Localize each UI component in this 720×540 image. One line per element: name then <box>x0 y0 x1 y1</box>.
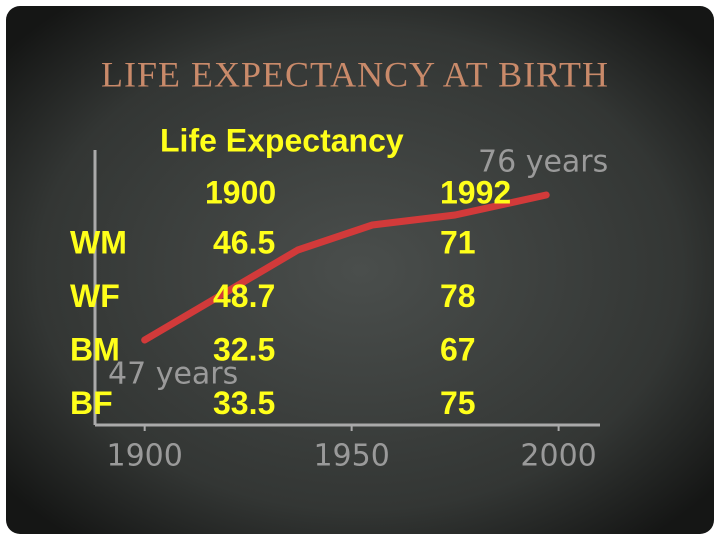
table-cell: 71 <box>440 224 476 260</box>
row-label: BM <box>70 331 120 367</box>
annotation: 76 years <box>478 145 608 180</box>
chart-title: LIFE EXPECTANCY AT BIRTH <box>101 54 609 94</box>
data-line <box>141 191 550 344</box>
row-label: BF <box>70 385 113 421</box>
screen <box>6 6 714 534</box>
annotation: 47 years <box>108 357 238 392</box>
x-tick-label: 1900 <box>106 439 182 474</box>
table-cell: 78 <box>440 278 476 314</box>
row-label: WF <box>70 278 120 314</box>
table-cell: 32.5 <box>213 331 275 367</box>
table-cell: 46.5 <box>213 224 275 260</box>
x-tick-label: 2000 <box>520 439 596 474</box>
table-cell: 75 <box>440 385 476 421</box>
row-label: WM <box>70 224 127 260</box>
table-cell: 48.7 <box>213 278 275 314</box>
column-header: 1900 <box>205 174 276 210</box>
table-cell: 67 <box>440 331 476 367</box>
x-tick-label: 1950 <box>313 439 389 474</box>
column-header: 1992 <box>440 174 511 210</box>
table-cell: 33.5 <box>213 385 275 421</box>
table-title: Life Expectancy <box>160 122 404 158</box>
